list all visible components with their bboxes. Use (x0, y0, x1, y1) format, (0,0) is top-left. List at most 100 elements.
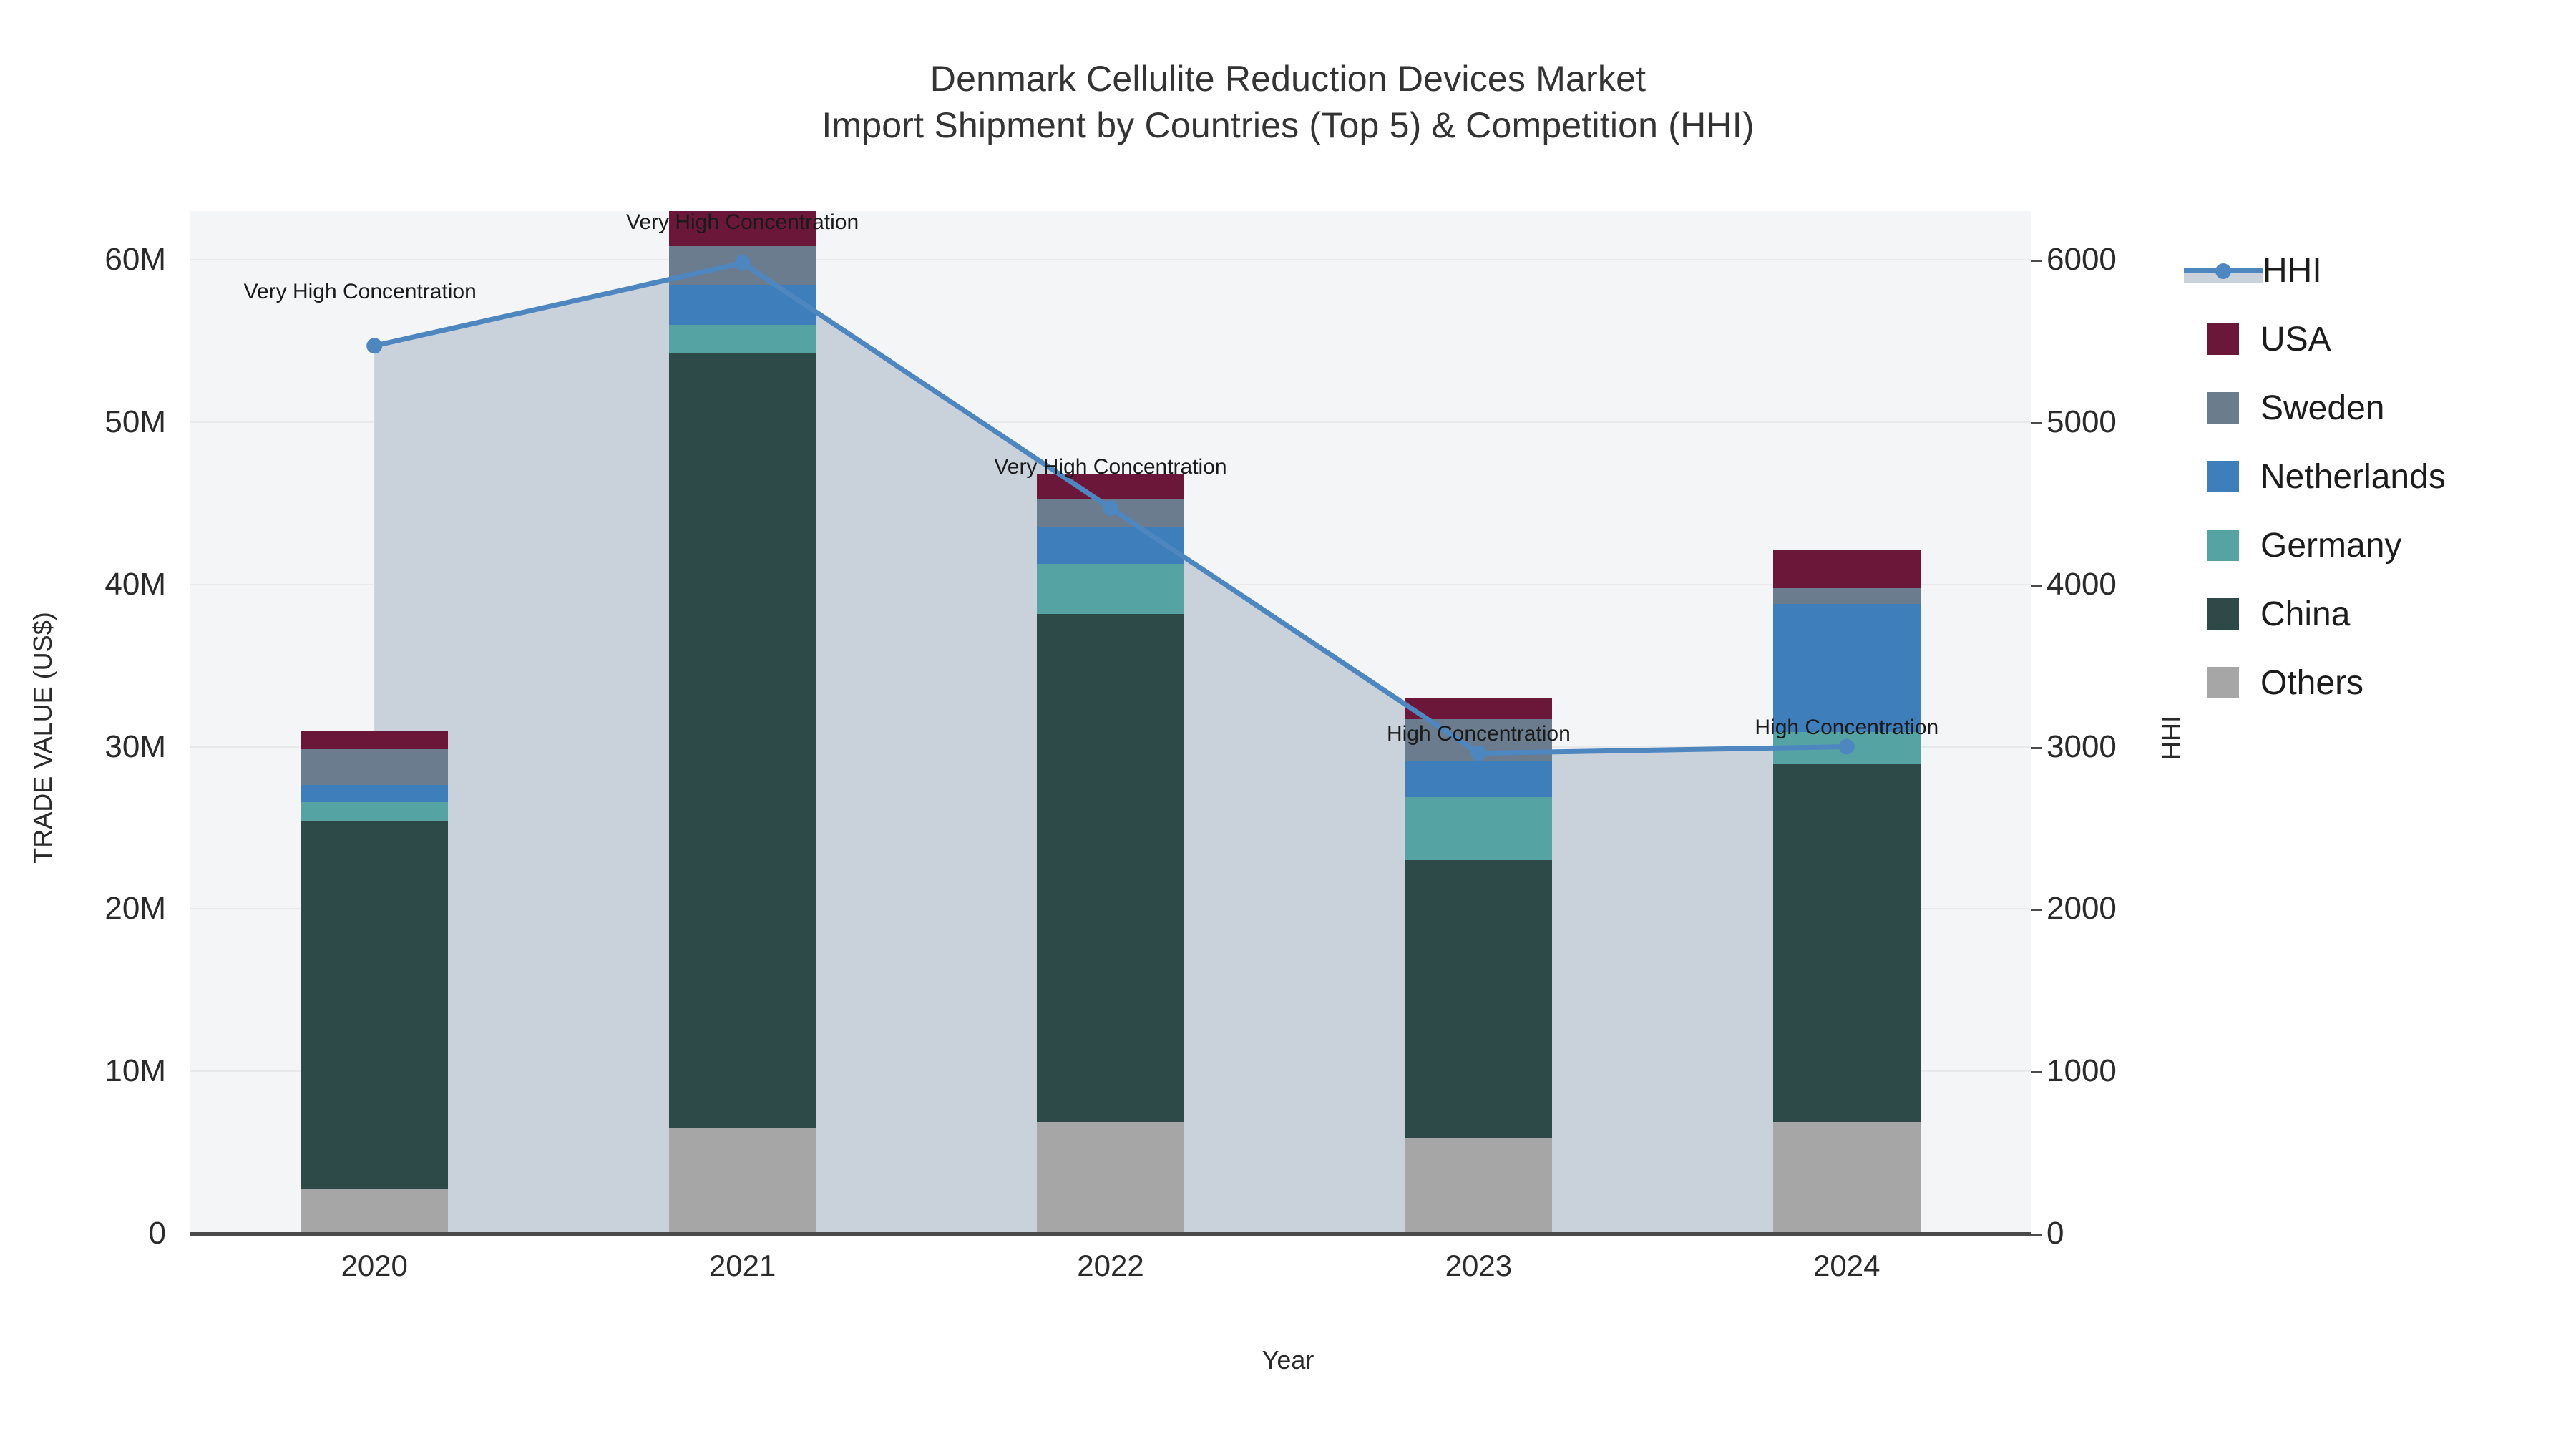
bar-segment-netherlands[interactable] (1405, 761, 1553, 798)
y-left-tick-60M: 60M (104, 242, 166, 278)
legend-line-icon (2184, 255, 2263, 286)
bar-segment-china[interactable] (1037, 613, 1184, 1122)
y-right-tick-1000: 1000 (2046, 1053, 2117, 1089)
legend-swatch-icon (2207, 667, 2239, 698)
bar-segment-sweden[interactable] (301, 749, 449, 785)
legend-item-others[interactable]: Others (2207, 648, 2565, 717)
bar-segment-sweden[interactable] (1772, 587, 1921, 605)
chart-title-line-1: Denmark Cellulite Reduction Devices Mark… (930, 59, 1646, 99)
plot-inner: Very High Concentration Very High Concent… (190, 211, 2031, 1234)
bar-segment-netherlands[interactable] (1037, 527, 1184, 565)
annotation-label: High Concentration (1755, 715, 1939, 739)
bar-segment-germany[interactable] (301, 802, 449, 821)
bar-segment-germany[interactable] (668, 324, 816, 353)
y-left-tick-0: 0 (148, 1216, 166, 1251)
bar-2023[interactable] (1405, 698, 1553, 1234)
y-right-tickmark (2031, 746, 2042, 749)
legend-item-hhi[interactable]: HHI (2184, 236, 2565, 305)
bar-segment-usa[interactable] (1037, 474, 1184, 499)
y-left-tick-20M: 20M (104, 891, 166, 927)
bar-segment-germany[interactable] (1405, 797, 1553, 860)
bar-segment-usa[interactable] (668, 211, 816, 247)
y-right-tick-2000: 2000 (2046, 891, 2117, 927)
bar-segment-china[interactable] (668, 353, 816, 1128)
legend-label: Germany (2260, 526, 2402, 565)
y-left-tick-10M: 10M (104, 1053, 166, 1089)
legend-item-netherlands[interactable]: Netherlands (2207, 442, 2565, 511)
hhi-marker[interactable] (366, 338, 383, 354)
bar-segment-usa[interactable] (1772, 550, 1921, 588)
bar-segment-china[interactable] (1772, 763, 1921, 1122)
gridline (190, 259, 2031, 261)
bar-segment-china[interactable] (1405, 859, 1553, 1138)
bar-segment-others[interactable] (1037, 1121, 1184, 1234)
x-tick-2024: 2024 (1813, 1249, 1880, 1282)
bar-segment-others[interactable] (301, 1189, 449, 1234)
y-left-tick-30M: 30M (104, 728, 166, 764)
legend-label: China (2260, 595, 2351, 633)
bar-segment-usa[interactable] (1405, 698, 1553, 720)
y-axis-right-title: HHI (2157, 716, 2186, 760)
y-right-tick-4000: 4000 (2046, 566, 2117, 602)
x-tick-2022: 2022 (1077, 1249, 1144, 1282)
bar-segment-netherlands[interactable] (668, 284, 816, 325)
legend-swatch-icon (2207, 323, 2239, 355)
y-axis-left-title: TRADE VALUE (US$) (28, 612, 57, 864)
legend-swatch-icon (2207, 392, 2239, 424)
y-right-tickmark (2031, 1234, 2042, 1236)
y-right-tick-5000: 5000 (2046, 404, 2117, 439)
hhi-marker[interactable] (1103, 500, 1118, 517)
y-left-tick-50M: 50M (104, 404, 166, 439)
bar-2024[interactable] (1772, 550, 1921, 1234)
legend-swatch-icon (2207, 598, 2239, 630)
legend-item-usa[interactable]: USA (2207, 305, 2565, 374)
annotation-label: High Concentration (1386, 721, 1571, 746)
annotation-label: Very High Concentration (994, 455, 1227, 479)
chart-title: Denmark Cellulite Reduction Devices Mark… (0, 56, 2576, 149)
y-right-tick-0: 0 (2046, 1216, 2064, 1251)
legend-item-germany[interactable]: Germany (2207, 511, 2565, 580)
bar-segment-china[interactable] (301, 821, 449, 1189)
bar-segment-netherlands[interactable] (301, 784, 449, 803)
legend-swatch-icon (2207, 461, 2239, 492)
y-left-tick-40M: 40M (104, 566, 166, 602)
annotation-label: Very High Concentration (626, 211, 859, 234)
hhi-marker[interactable] (734, 255, 751, 271)
bar-segment-netherlands[interactable] (1772, 604, 1921, 732)
gridline (190, 421, 2031, 423)
bar-segment-usa[interactable] (301, 730, 449, 750)
bar-segment-others[interactable] (1772, 1121, 1921, 1234)
legend-item-sweden[interactable]: Sweden (2207, 374, 2565, 442)
bar-2022[interactable] (1037, 474, 1184, 1234)
legend-swatch-icon (2207, 530, 2239, 561)
x-tick-2023: 2023 (1445, 1249, 1513, 1282)
legend-label: HHI (2263, 251, 2322, 290)
legend-label: Sweden (2260, 389, 2385, 427)
legend-item-china[interactable]: China (2207, 580, 2565, 648)
legend-label: USA (2260, 320, 2331, 358)
y-right-tick-6000: 6000 (2046, 242, 2117, 278)
y-right-tickmark (2031, 421, 2042, 424)
legend-label: Others (2260, 663, 2364, 702)
bar-2021[interactable] (668, 211, 816, 1234)
bar-segment-germany[interactable] (1037, 564, 1184, 614)
x-axis-line (190, 1232, 2031, 1236)
bar-segment-others[interactable] (1405, 1138, 1553, 1234)
plot-area: Very High Concentration Very High Concent… (190, 211, 2031, 1234)
bar-segment-others[interactable] (668, 1128, 816, 1234)
legend-label: Netherlands (2260, 457, 2446, 496)
hhi-marker[interactable] (1470, 745, 1487, 761)
hhi-marker[interactable] (1838, 738, 1855, 755)
y-right-tick-3000: 3000 (2046, 728, 2117, 764)
legend: HHI USA Sweden Netherlands Germany China Other… (2184, 236, 2565, 717)
x-axis-title: Year (1262, 1345, 1314, 1375)
bar-2020[interactable] (301, 730, 449, 1234)
y-right-tickmark (2031, 909, 2042, 912)
y-right-tickmark (2031, 1071, 2042, 1074)
y-right-tickmark (2031, 584, 2042, 587)
x-tick-2021: 2021 (708, 1249, 776, 1282)
y-right-tickmark (2031, 260, 2042, 263)
chart-title-line-2: Import Shipment by Countries (Top 5) & C… (821, 105, 1755, 145)
hhi-line (366, 255, 1855, 761)
x-tick-2020: 2020 (341, 1249, 408, 1282)
